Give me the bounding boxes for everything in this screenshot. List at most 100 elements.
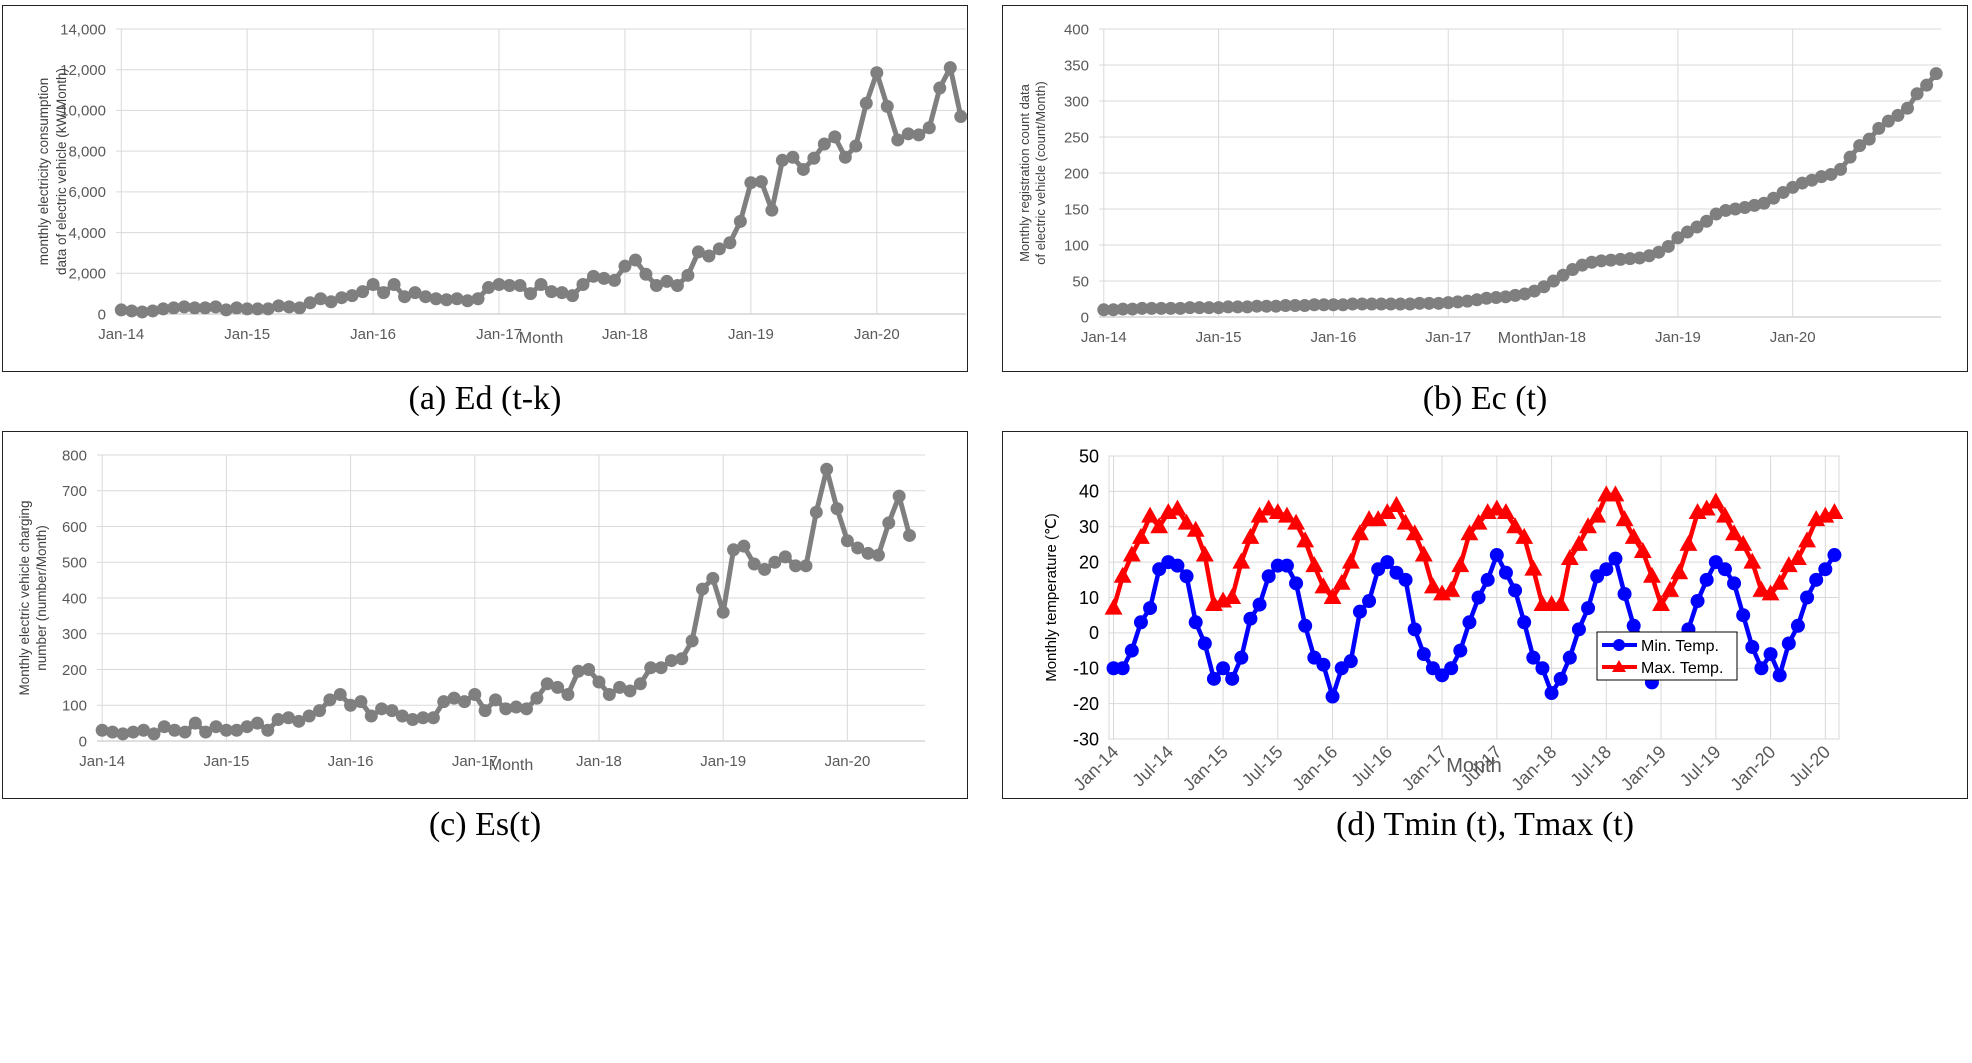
y-tick-label: 100 xyxy=(62,698,87,715)
data-point xyxy=(1728,202,1742,216)
y-tick-label: 0 xyxy=(98,306,106,323)
x-tick-label: Jan-15 xyxy=(224,326,270,343)
data-point xyxy=(416,711,430,725)
data-point xyxy=(219,303,233,317)
data-point xyxy=(1173,301,1187,315)
data-point xyxy=(922,121,936,135)
x-tick-label: Jan-20 xyxy=(854,326,900,343)
data-point xyxy=(125,304,139,318)
data-point xyxy=(639,267,653,281)
data-point xyxy=(1754,661,1769,676)
data-point xyxy=(1341,552,1360,569)
data-point xyxy=(1216,661,1231,676)
data-point xyxy=(1240,300,1254,314)
data-point xyxy=(540,677,554,691)
data-point xyxy=(282,300,296,314)
data-point xyxy=(1326,298,1340,312)
data-point xyxy=(1202,301,1216,315)
data-point xyxy=(1661,580,1680,597)
data-point xyxy=(1195,545,1214,562)
y-tick-label: 800 xyxy=(62,447,87,464)
y-tick-label: -20 xyxy=(1073,694,1099,714)
data-point xyxy=(1168,499,1187,516)
data-point xyxy=(1825,503,1844,520)
data-point xyxy=(1770,573,1789,590)
data-point xyxy=(333,688,347,702)
x-tick-label: Jan-15 xyxy=(1196,329,1242,346)
data-point xyxy=(1125,302,1139,316)
data-point xyxy=(250,716,264,730)
x-tick-label: Jan-17 xyxy=(476,326,522,343)
data-point xyxy=(1387,496,1406,512)
data-point xyxy=(1197,636,1212,651)
data-point xyxy=(1405,524,1424,541)
data-point xyxy=(1206,671,1221,686)
data-point xyxy=(1384,297,1398,311)
y-axis-title: Monthly temperature (℃) xyxy=(1043,513,1060,682)
data-point xyxy=(1188,615,1203,630)
data-point xyxy=(1355,297,1369,311)
data-point xyxy=(582,663,596,676)
data-point xyxy=(592,675,606,689)
data-point xyxy=(126,725,140,739)
data-point xyxy=(1727,576,1742,591)
data-point xyxy=(1544,686,1559,701)
data-point xyxy=(664,654,678,668)
data-point xyxy=(1346,297,1360,311)
data-point xyxy=(1164,301,1178,315)
data-point xyxy=(1332,573,1351,590)
data-point xyxy=(1489,548,1504,563)
data-point xyxy=(796,162,810,176)
data-point xyxy=(1106,303,1120,317)
data-point xyxy=(607,273,621,287)
data-point xyxy=(1225,671,1240,686)
x-tick-label: Jul-18 xyxy=(1566,742,1615,791)
x-tick-label: Jan-18 xyxy=(1507,742,1560,795)
data-point xyxy=(901,127,915,141)
data-point xyxy=(1743,552,1762,569)
data-point xyxy=(768,555,782,569)
data-point xyxy=(1104,598,1123,615)
data-point xyxy=(387,277,401,291)
data-point xyxy=(675,652,689,666)
y-tick-label: 250 xyxy=(1064,129,1089,146)
data-point xyxy=(1560,549,1579,566)
data-point xyxy=(830,502,844,516)
data-point xyxy=(1652,595,1670,612)
data-point xyxy=(902,528,916,542)
y-axis-title: data of electric vehicle (kW/Month) xyxy=(54,68,69,275)
data-point xyxy=(1298,618,1313,633)
data-point xyxy=(1135,301,1149,315)
x-tick-label: Jul-19 xyxy=(1676,742,1725,791)
y-tick-label: 300 xyxy=(62,626,87,643)
data-point xyxy=(551,680,565,694)
data-point xyxy=(870,66,884,80)
data-point xyxy=(706,571,720,585)
data-point xyxy=(1279,558,1294,573)
data-point xyxy=(1588,506,1607,523)
data-point xyxy=(1562,650,1577,665)
data-point xyxy=(758,562,772,576)
data-point xyxy=(1451,295,1465,309)
data-point xyxy=(1763,647,1778,662)
x-axis-title: Month xyxy=(1446,755,1502,777)
x-axis-title: Month xyxy=(1498,330,1542,347)
data-point xyxy=(859,96,873,110)
series-line xyxy=(1103,72,1939,313)
data-point xyxy=(482,281,496,295)
y-tick-label: 30 xyxy=(1079,517,1099,537)
data-point xyxy=(871,548,885,562)
data-point xyxy=(555,286,569,300)
data-point xyxy=(1891,108,1905,122)
data-point xyxy=(1670,563,1689,580)
data-point xyxy=(1403,297,1417,311)
data-point xyxy=(597,271,611,285)
data-point xyxy=(1487,499,1506,516)
data-point xyxy=(1462,615,1477,630)
data-point xyxy=(1307,298,1321,312)
data-point xyxy=(1700,214,1714,228)
data-point xyxy=(861,546,875,560)
data-point xyxy=(272,299,286,313)
data-point xyxy=(1680,225,1694,239)
